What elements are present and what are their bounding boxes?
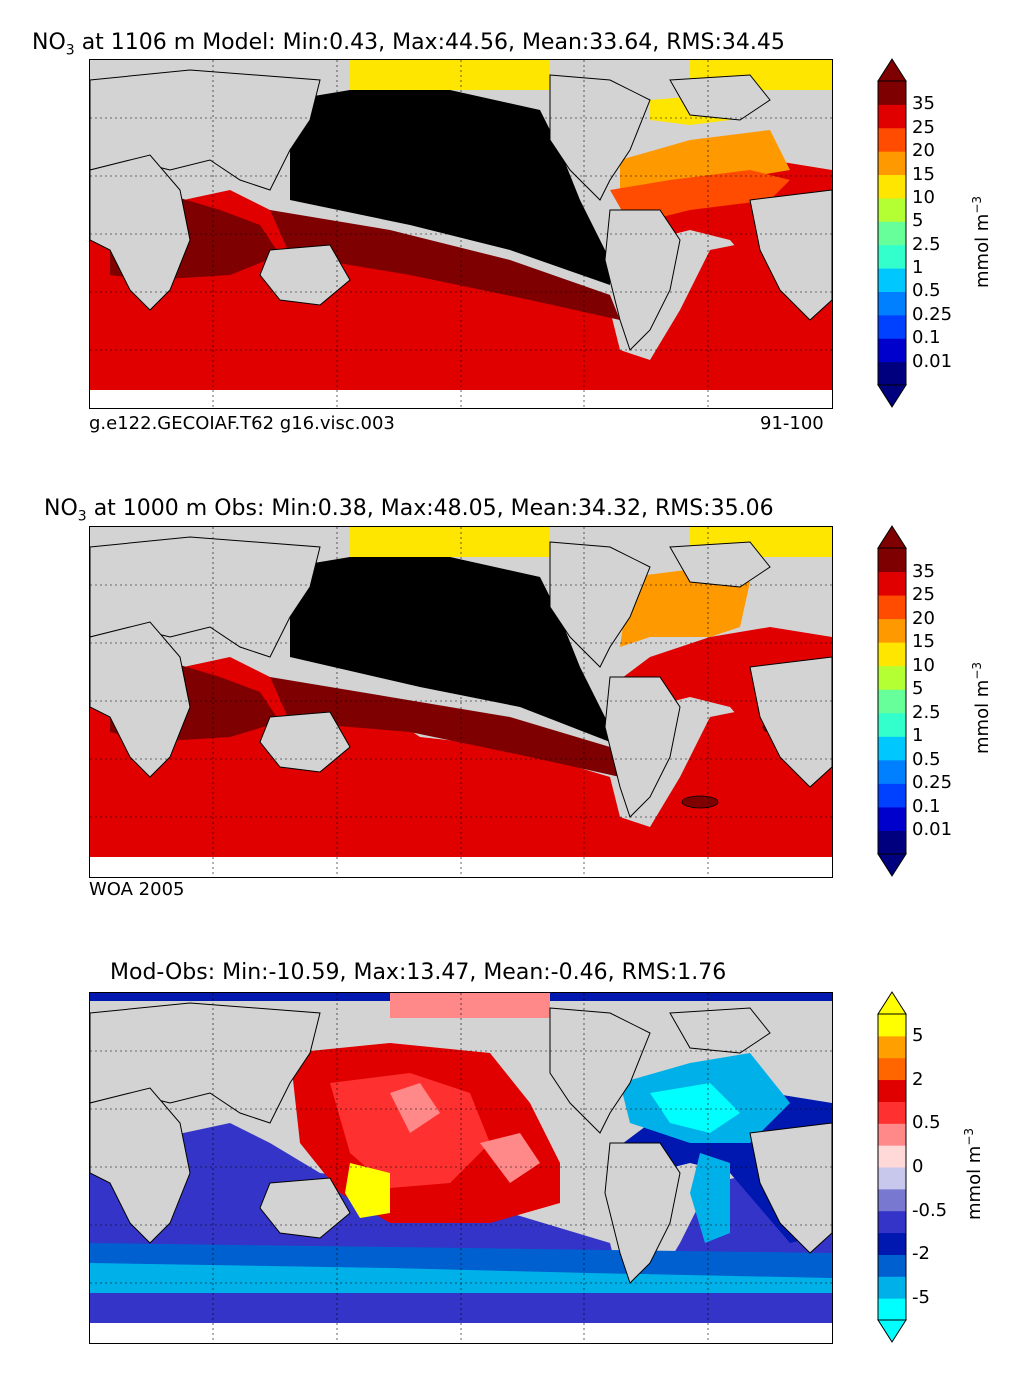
panel1-caption-left: g.e122.GECOIAF.T62 g16.visc.003 xyxy=(89,413,395,434)
colorbar-swatch xyxy=(878,244,906,269)
colorbar-swatch xyxy=(878,595,906,620)
colorbar-tick-label: 2 xyxy=(912,1068,924,1090)
panel3-map xyxy=(89,992,833,1344)
colorbar-swatch xyxy=(878,104,906,129)
panel2-colorbar xyxy=(877,525,907,877)
panel2-map xyxy=(89,526,833,878)
colorbar-tick-label: 0.25 xyxy=(912,772,953,794)
colorbar-swatch xyxy=(878,1210,906,1234)
colorbar-tick-label: 10 xyxy=(912,186,935,208)
colorbar-swatch xyxy=(878,338,906,363)
colorbar-swatch xyxy=(878,712,906,737)
colorbar-swatch xyxy=(878,1057,906,1081)
colorbar-tick-label: -5 xyxy=(912,1287,930,1309)
panel3-colorbar xyxy=(877,991,907,1343)
colorbar-tick-label: 35 xyxy=(912,560,935,582)
colorbar-tick-label: 1 xyxy=(912,257,924,279)
colorbar-swatch xyxy=(878,618,906,643)
colorbar-min-extension xyxy=(877,1319,907,1343)
colorbar-tick-label: 0 xyxy=(912,1156,924,1177)
colorbar-swatch xyxy=(878,1145,906,1168)
colorbar-max-extension xyxy=(877,58,907,82)
colorbar-swatch xyxy=(878,221,906,246)
colorbar-tick-label: 0.1 xyxy=(912,327,941,349)
panel3-unit-label: mmol m−3 xyxy=(962,1127,985,1220)
colorbar-swatch xyxy=(878,151,906,176)
panel2-unit-label: mmol m−3 xyxy=(970,661,993,754)
colorbar-swatch xyxy=(878,197,906,222)
colorbar-tick-label: 0.01 xyxy=(912,350,953,372)
colorbar-swatch xyxy=(878,361,906,386)
colorbar-swatch xyxy=(878,314,906,339)
colorbar-swatch xyxy=(878,1101,906,1124)
colorbar-tick-label: 20 xyxy=(912,140,935,162)
colorbar-outline xyxy=(877,547,907,855)
colorbar-min-extension xyxy=(877,384,907,408)
colorbar-swatch xyxy=(878,291,906,316)
colorbar-swatch xyxy=(878,1035,906,1059)
colorbar-tick-label: 20 xyxy=(912,607,935,629)
colorbar-tick-label: -0.5 xyxy=(912,1199,948,1221)
panel1-colorbar xyxy=(877,58,907,408)
panel3-title: Mod-Obs: Min:-10.59, Max:13.47, Mean:-0.… xyxy=(110,960,727,985)
colorbar-tick-label: 35 xyxy=(912,93,935,115)
colorbar-tick-label: 0.5 xyxy=(912,1112,941,1134)
colorbar-tick-label: 1 xyxy=(912,725,924,747)
panel1-caption-right: 91-100 xyxy=(760,413,824,434)
colorbar-tick-label: -2 xyxy=(912,1243,930,1265)
colorbar-swatch xyxy=(878,81,906,105)
colorbar-svg xyxy=(877,58,907,408)
colorbar-tick-label: 5 xyxy=(912,678,924,700)
colorbar-swatch xyxy=(878,783,906,808)
colorbar-tick-label: 15 xyxy=(912,163,935,185)
panel2-caption-left: WOA 2005 xyxy=(89,879,185,900)
panel2-title: NO3 at 1000 m Obs: Min:0.38, Max:48.05, … xyxy=(44,496,774,525)
colorbar-tick-label: 15 xyxy=(912,631,935,653)
colorbar-svg xyxy=(877,991,907,1343)
colorbar-tick-label: 10 xyxy=(912,654,935,676)
colorbar-swatch xyxy=(878,1254,906,1277)
colorbar-tick-label: 0.1 xyxy=(912,795,941,817)
colorbar-swatch xyxy=(878,830,906,855)
colorbar-svg xyxy=(877,525,907,877)
colorbar-swatch xyxy=(878,1123,906,1146)
colorbar-swatch xyxy=(878,689,906,714)
colorbar-tick-label: 5 xyxy=(912,1024,924,1046)
colorbar-tick-label: 0.5 xyxy=(912,748,941,770)
colorbar-swatch xyxy=(878,1167,906,1190)
colorbar-swatch xyxy=(878,759,906,784)
panel1-map xyxy=(89,59,833,409)
colorbar-outline xyxy=(877,1013,907,1321)
colorbar-tick-label: 2.5 xyxy=(912,233,941,255)
colorbar-swatch xyxy=(878,736,906,761)
colorbar-swatch xyxy=(878,1014,906,1037)
panel1-unit-label: mmol m−3 xyxy=(970,195,993,288)
colorbar-swatch xyxy=(878,1079,906,1102)
colorbar-outline xyxy=(877,80,907,386)
colorbar-max-extension xyxy=(877,991,907,1015)
colorbar-swatch xyxy=(878,174,906,199)
colorbar-swatch xyxy=(878,806,906,831)
colorbar-max-extension xyxy=(877,525,907,549)
colorbar-tick-label: 5 xyxy=(912,210,924,232)
colorbar-min-extension xyxy=(877,853,907,877)
colorbar-swatch xyxy=(878,127,906,152)
colorbar-swatch xyxy=(878,1232,906,1255)
colorbar-tick-label: 25 xyxy=(912,584,935,606)
colorbar-swatch xyxy=(878,665,906,690)
colorbar-swatch xyxy=(878,268,906,292)
colorbar-swatch xyxy=(878,1188,906,1212)
colorbar-tick-label: 0.01 xyxy=(912,819,953,841)
colorbar-swatch xyxy=(878,1276,906,1299)
colorbar-swatch xyxy=(878,1298,906,1321)
panel1-title: NO3 at 1106 m Model: Min:0.43, Max:44.56… xyxy=(32,30,785,59)
colorbar-tick-label: 25 xyxy=(912,116,935,138)
colorbar-swatch xyxy=(878,571,906,596)
colorbar-swatch xyxy=(878,548,906,573)
colorbar-tick-label: 0.25 xyxy=(912,303,953,325)
colorbar-tick-label: 0.5 xyxy=(912,280,941,302)
colorbar-swatch xyxy=(878,642,906,667)
colorbar-tick-label: 2.5 xyxy=(912,701,941,723)
